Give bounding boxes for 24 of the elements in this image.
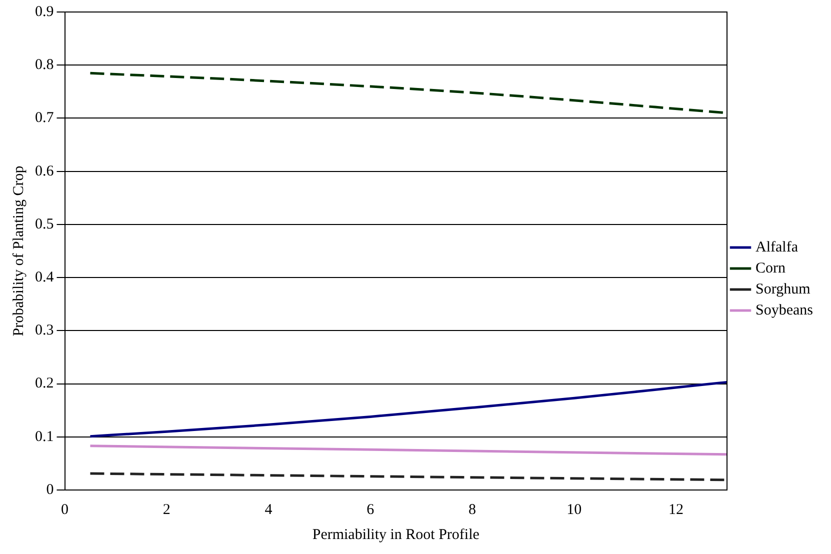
x-tick-label: 8 (468, 502, 476, 518)
x-tick-label: 0 (61, 502, 68, 518)
x-tick-label: 2 (162, 502, 170, 518)
y-tick-label: 0.9 (35, 4, 54, 20)
y-tick-label: 0.6 (35, 163, 54, 180)
y-tick-label: 0.7 (35, 110, 54, 126)
y-tick-label: 0.3 (35, 322, 54, 339)
x-tick-label: 4 (264, 502, 273, 518)
legend-label: Soybeans (756, 302, 814, 318)
y-tick-label: 0.8 (35, 57, 54, 74)
y-tick-label: 0.1 (35, 428, 54, 445)
y-axis-title: Probability of Planting Crop (10, 166, 27, 336)
y-tick-label: 0 (46, 482, 54, 498)
y-tick-label: 0.4 (35, 269, 54, 286)
legend-label: Corn (756, 260, 786, 276)
y-tick-label: 0.5 (35, 216, 54, 232)
y-tick-label: 0.2 (35, 376, 54, 392)
x-axis-title: Permiability in Root Profile (312, 526, 480, 543)
x-tick-label: 10 (566, 502, 582, 518)
legend-label: Alfalfa (756, 239, 798, 256)
x-tick-label: 12 (668, 502, 684, 518)
legend-label: Sorghum (756, 281, 811, 298)
line-series (88, 380, 728, 438)
x-tick-label: 6 (366, 502, 375, 518)
